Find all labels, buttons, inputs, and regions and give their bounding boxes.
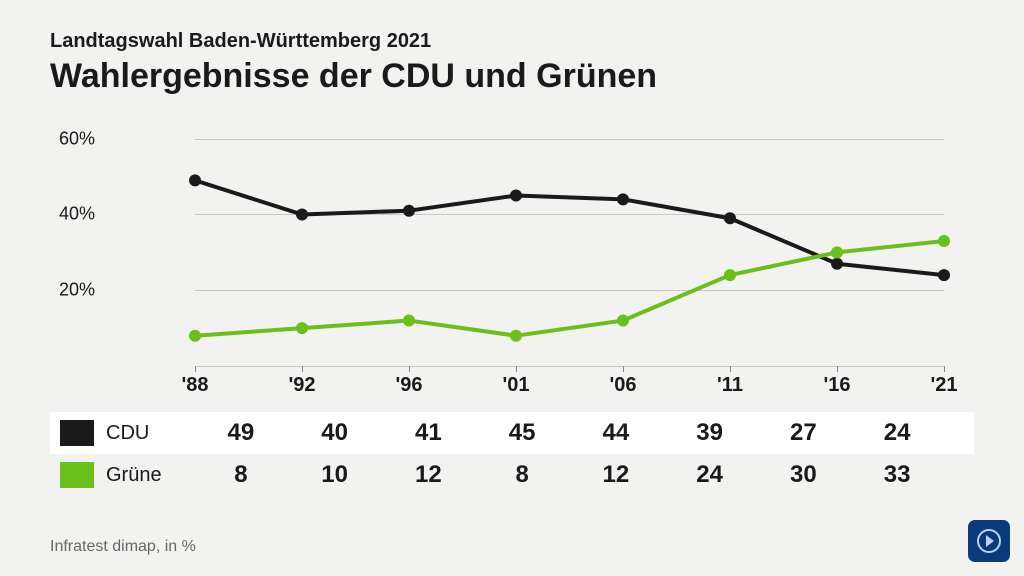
broadcaster-logo xyxy=(968,520,1010,562)
series-marker xyxy=(510,190,522,202)
table-row-cells: 81012812243033 xyxy=(194,461,944,489)
chart-title: Wahlergebnisse der CDU und Grünen xyxy=(50,57,974,96)
plot-region xyxy=(195,116,944,366)
series-swatch xyxy=(60,462,94,488)
x-axis-label: '06 xyxy=(609,374,636,397)
table-cell: 8 xyxy=(194,461,288,489)
table-cell: 40 xyxy=(288,419,382,447)
table-cell: 41 xyxy=(382,419,476,447)
table-row-cells: 4940414544392724 xyxy=(194,419,944,447)
x-axis-label: '92 xyxy=(288,374,315,397)
y-axis-tick: 20% xyxy=(59,280,95,301)
x-tick xyxy=(944,366,945,372)
x-tick xyxy=(623,366,624,372)
chart-container: Landtagswahl Baden-Württemberg 2021 Wahl… xyxy=(0,0,1024,576)
x-tick xyxy=(730,366,731,372)
table-cell: 44 xyxy=(569,419,663,447)
x-axis-label: '88 xyxy=(181,374,208,397)
series-marker xyxy=(296,322,308,334)
series-marker xyxy=(831,258,843,270)
pretitle: Landtagswahl Baden-Württemberg 2021 xyxy=(50,30,974,53)
gridline-baseline xyxy=(195,366,944,367)
y-axis-tick: 60% xyxy=(59,128,95,149)
table-cell: 33 xyxy=(850,461,944,489)
series-marker xyxy=(938,235,950,247)
table-row: Grüne81012812243033 xyxy=(50,454,974,496)
series-marker xyxy=(296,208,308,220)
series-swatch xyxy=(60,420,94,446)
table-cell: 12 xyxy=(382,461,476,489)
series-marker xyxy=(403,205,415,217)
table-row: CDU 4940414544392724 xyxy=(50,412,974,454)
x-tick xyxy=(302,366,303,372)
x-tick xyxy=(516,366,517,372)
table-cell: 39 xyxy=(663,419,757,447)
table-cell: 27 xyxy=(757,419,851,447)
series-label: CDU xyxy=(106,422,186,445)
series-line-grüne xyxy=(195,241,944,336)
y-axis: 20% 40% 60% xyxy=(55,116,105,366)
series-line-cdu xyxy=(195,180,944,275)
y-axis-tick: 40% xyxy=(59,204,95,225)
series-marker xyxy=(831,246,843,258)
x-tick xyxy=(837,366,838,372)
table-cell: 8 xyxy=(475,461,569,489)
series-marker xyxy=(189,174,201,186)
series-marker xyxy=(724,269,736,281)
x-axis-label: '96 xyxy=(395,374,422,397)
series-marker xyxy=(189,330,201,342)
chart-area: 20%40%60% xyxy=(110,116,944,366)
x-tick xyxy=(195,366,196,372)
x-axis-labels: '88'92'96'01'06'11'16'21 xyxy=(195,374,944,402)
series-marker xyxy=(724,212,736,224)
series-marker xyxy=(617,315,629,327)
x-tick xyxy=(409,366,410,372)
table-cell: 24 xyxy=(850,419,944,447)
table-cell: 45 xyxy=(475,419,569,447)
table-cell: 49 xyxy=(194,419,288,447)
series-marker xyxy=(510,330,522,342)
data-table: CDU4940414544392724Grüne81012812243033 xyxy=(50,412,974,496)
table-cell: 10 xyxy=(288,461,382,489)
series-label: Grüne xyxy=(106,464,186,487)
series-marker xyxy=(938,269,950,281)
x-axis-label: '21 xyxy=(930,374,957,397)
table-cell: 24 xyxy=(663,461,757,489)
source-text: Infratest dimap, in % xyxy=(50,538,196,556)
series-marker xyxy=(403,315,415,327)
series-marker xyxy=(617,193,629,205)
table-cell: 12 xyxy=(569,461,663,489)
table-cell: 30 xyxy=(757,461,851,489)
x-axis-label: '16 xyxy=(823,374,850,397)
x-axis-label: '01 xyxy=(502,374,529,397)
logo-icon xyxy=(974,526,1004,556)
chart-svg xyxy=(195,116,944,366)
x-axis-label: '11 xyxy=(717,374,743,397)
